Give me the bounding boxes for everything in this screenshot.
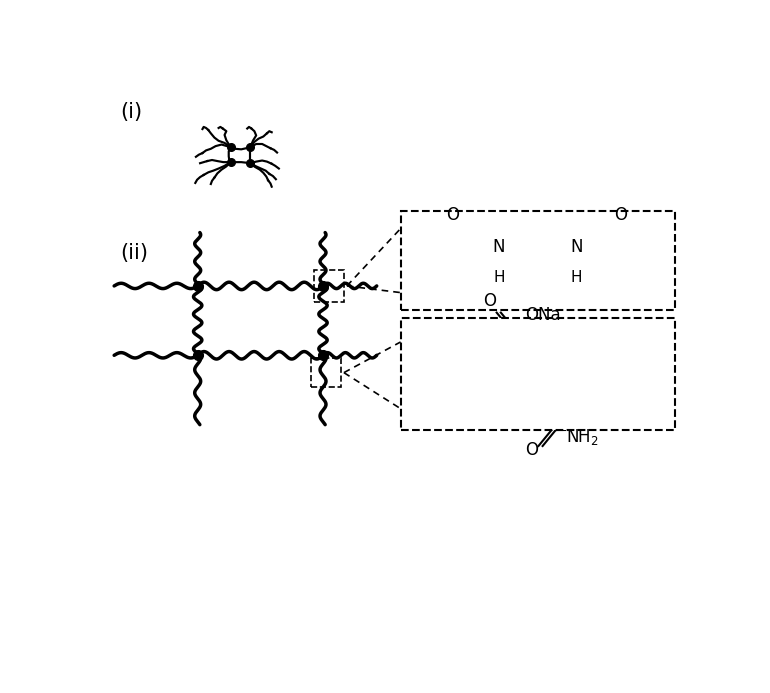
Text: (ii): (ii) — [120, 243, 148, 263]
Text: (i): (i) — [120, 102, 142, 122]
Text: ONa: ONa — [524, 306, 561, 324]
Text: NH$_2$: NH$_2$ — [567, 427, 599, 447]
Text: O: O — [484, 292, 497, 310]
Text: N: N — [571, 238, 583, 256]
Text: N: N — [493, 238, 505, 256]
Text: O: O — [446, 206, 459, 224]
FancyBboxPatch shape — [400, 318, 675, 430]
FancyBboxPatch shape — [400, 211, 675, 310]
Text: H: H — [571, 270, 582, 285]
Text: O: O — [614, 206, 627, 224]
Text: H: H — [494, 270, 505, 285]
Text: O: O — [525, 441, 538, 459]
